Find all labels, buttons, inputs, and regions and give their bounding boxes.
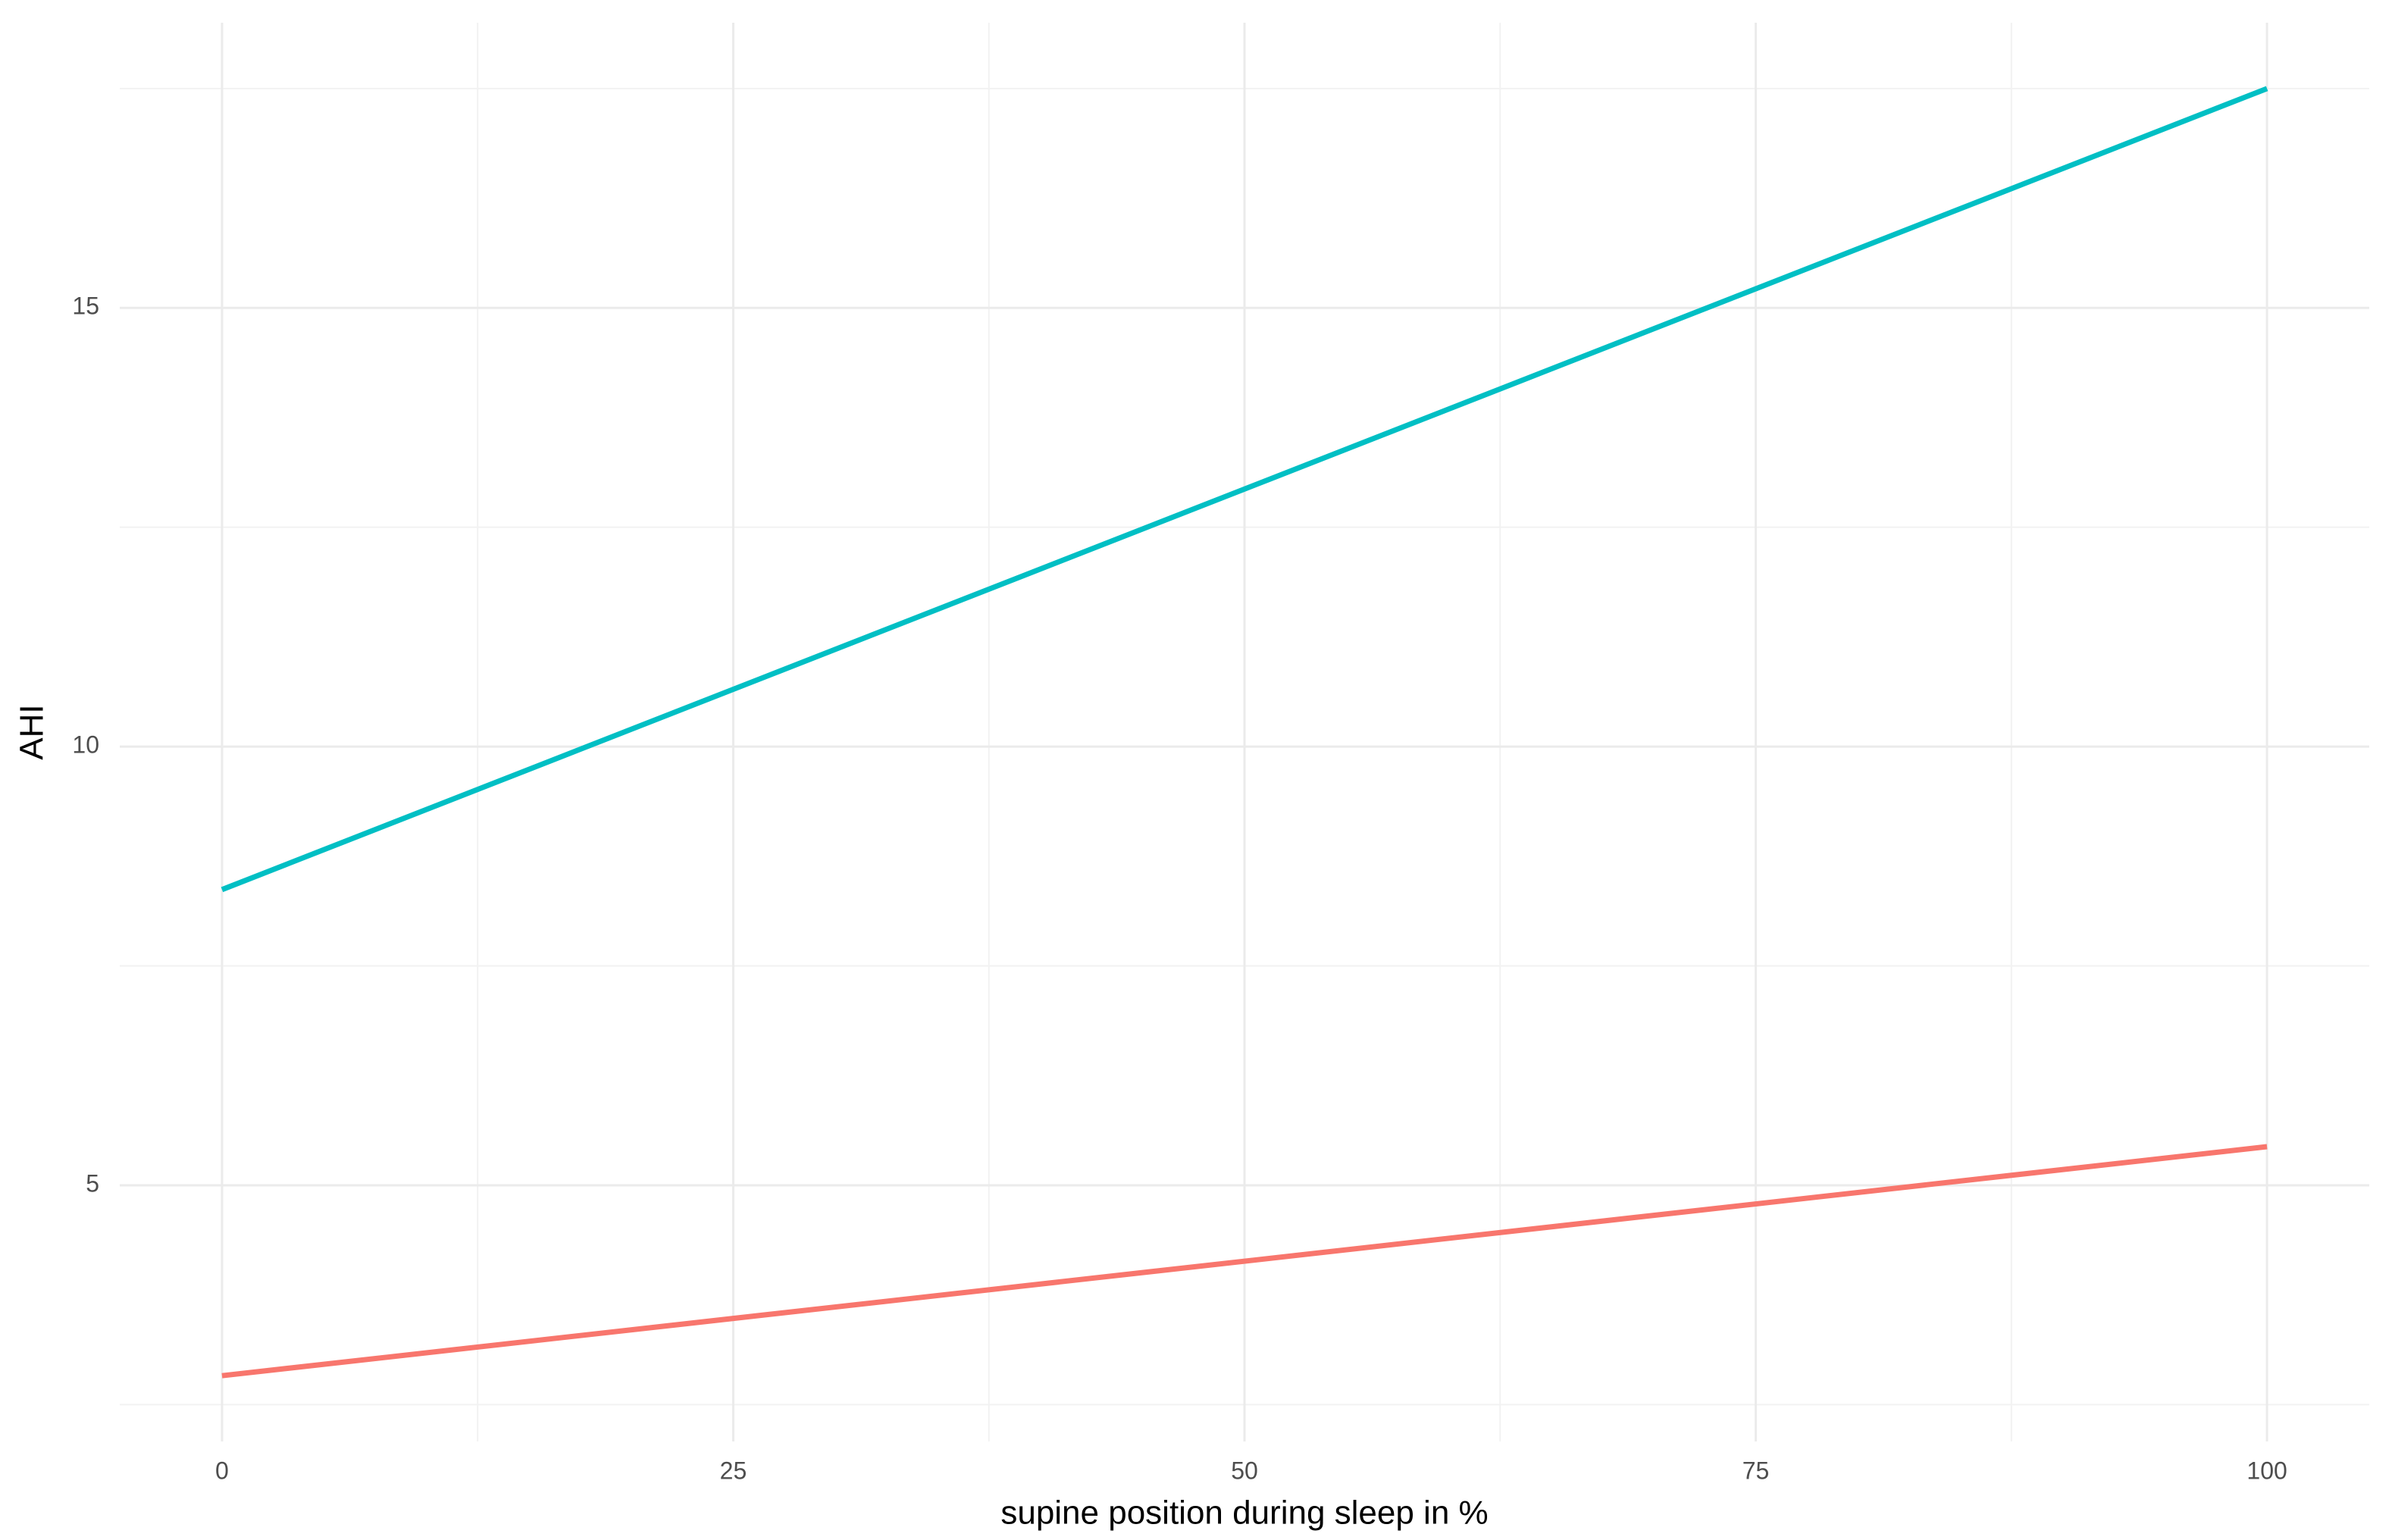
x-tick-label: 25 xyxy=(720,1457,747,1484)
x-tick-label: 100 xyxy=(2246,1457,2287,1484)
x-tick-label: 50 xyxy=(1231,1457,1258,1484)
y-tick-label: 15 xyxy=(72,293,99,320)
x-tick-label: 75 xyxy=(1742,1457,1770,1484)
y-tick-label: 10 xyxy=(72,731,99,759)
data-line xyxy=(221,86,2268,893)
data-line xyxy=(221,1144,2268,1379)
x-axis-title: supine position during sleep in % xyxy=(1000,1495,1488,1532)
y-axis-title: AHI xyxy=(14,704,51,759)
y-tick-label: 5 xyxy=(86,1169,99,1197)
x-tick-label: 0 xyxy=(215,1457,229,1484)
